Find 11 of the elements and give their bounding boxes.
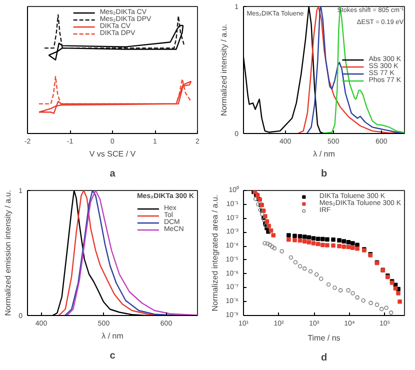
y-axis-title: Normalized integrated area / a.u. (210, 194, 220, 312)
text: b (320, 168, 328, 180)
x-axis-title: V vs SCE / V (89, 150, 136, 158)
text: d (320, 352, 328, 364)
x-axis-title: λ / nm (313, 150, 336, 158)
x-axis-title: λ / nm (102, 332, 124, 340)
y-axis-title: Normalized intensity / a.u. (220, 24, 229, 116)
x-axis-title: Time / ns (308, 334, 340, 342)
y-axis-title: Normalized emission intensity / a.u. (4, 190, 13, 316)
text: a (110, 168, 116, 180)
text: c (110, 350, 116, 362)
